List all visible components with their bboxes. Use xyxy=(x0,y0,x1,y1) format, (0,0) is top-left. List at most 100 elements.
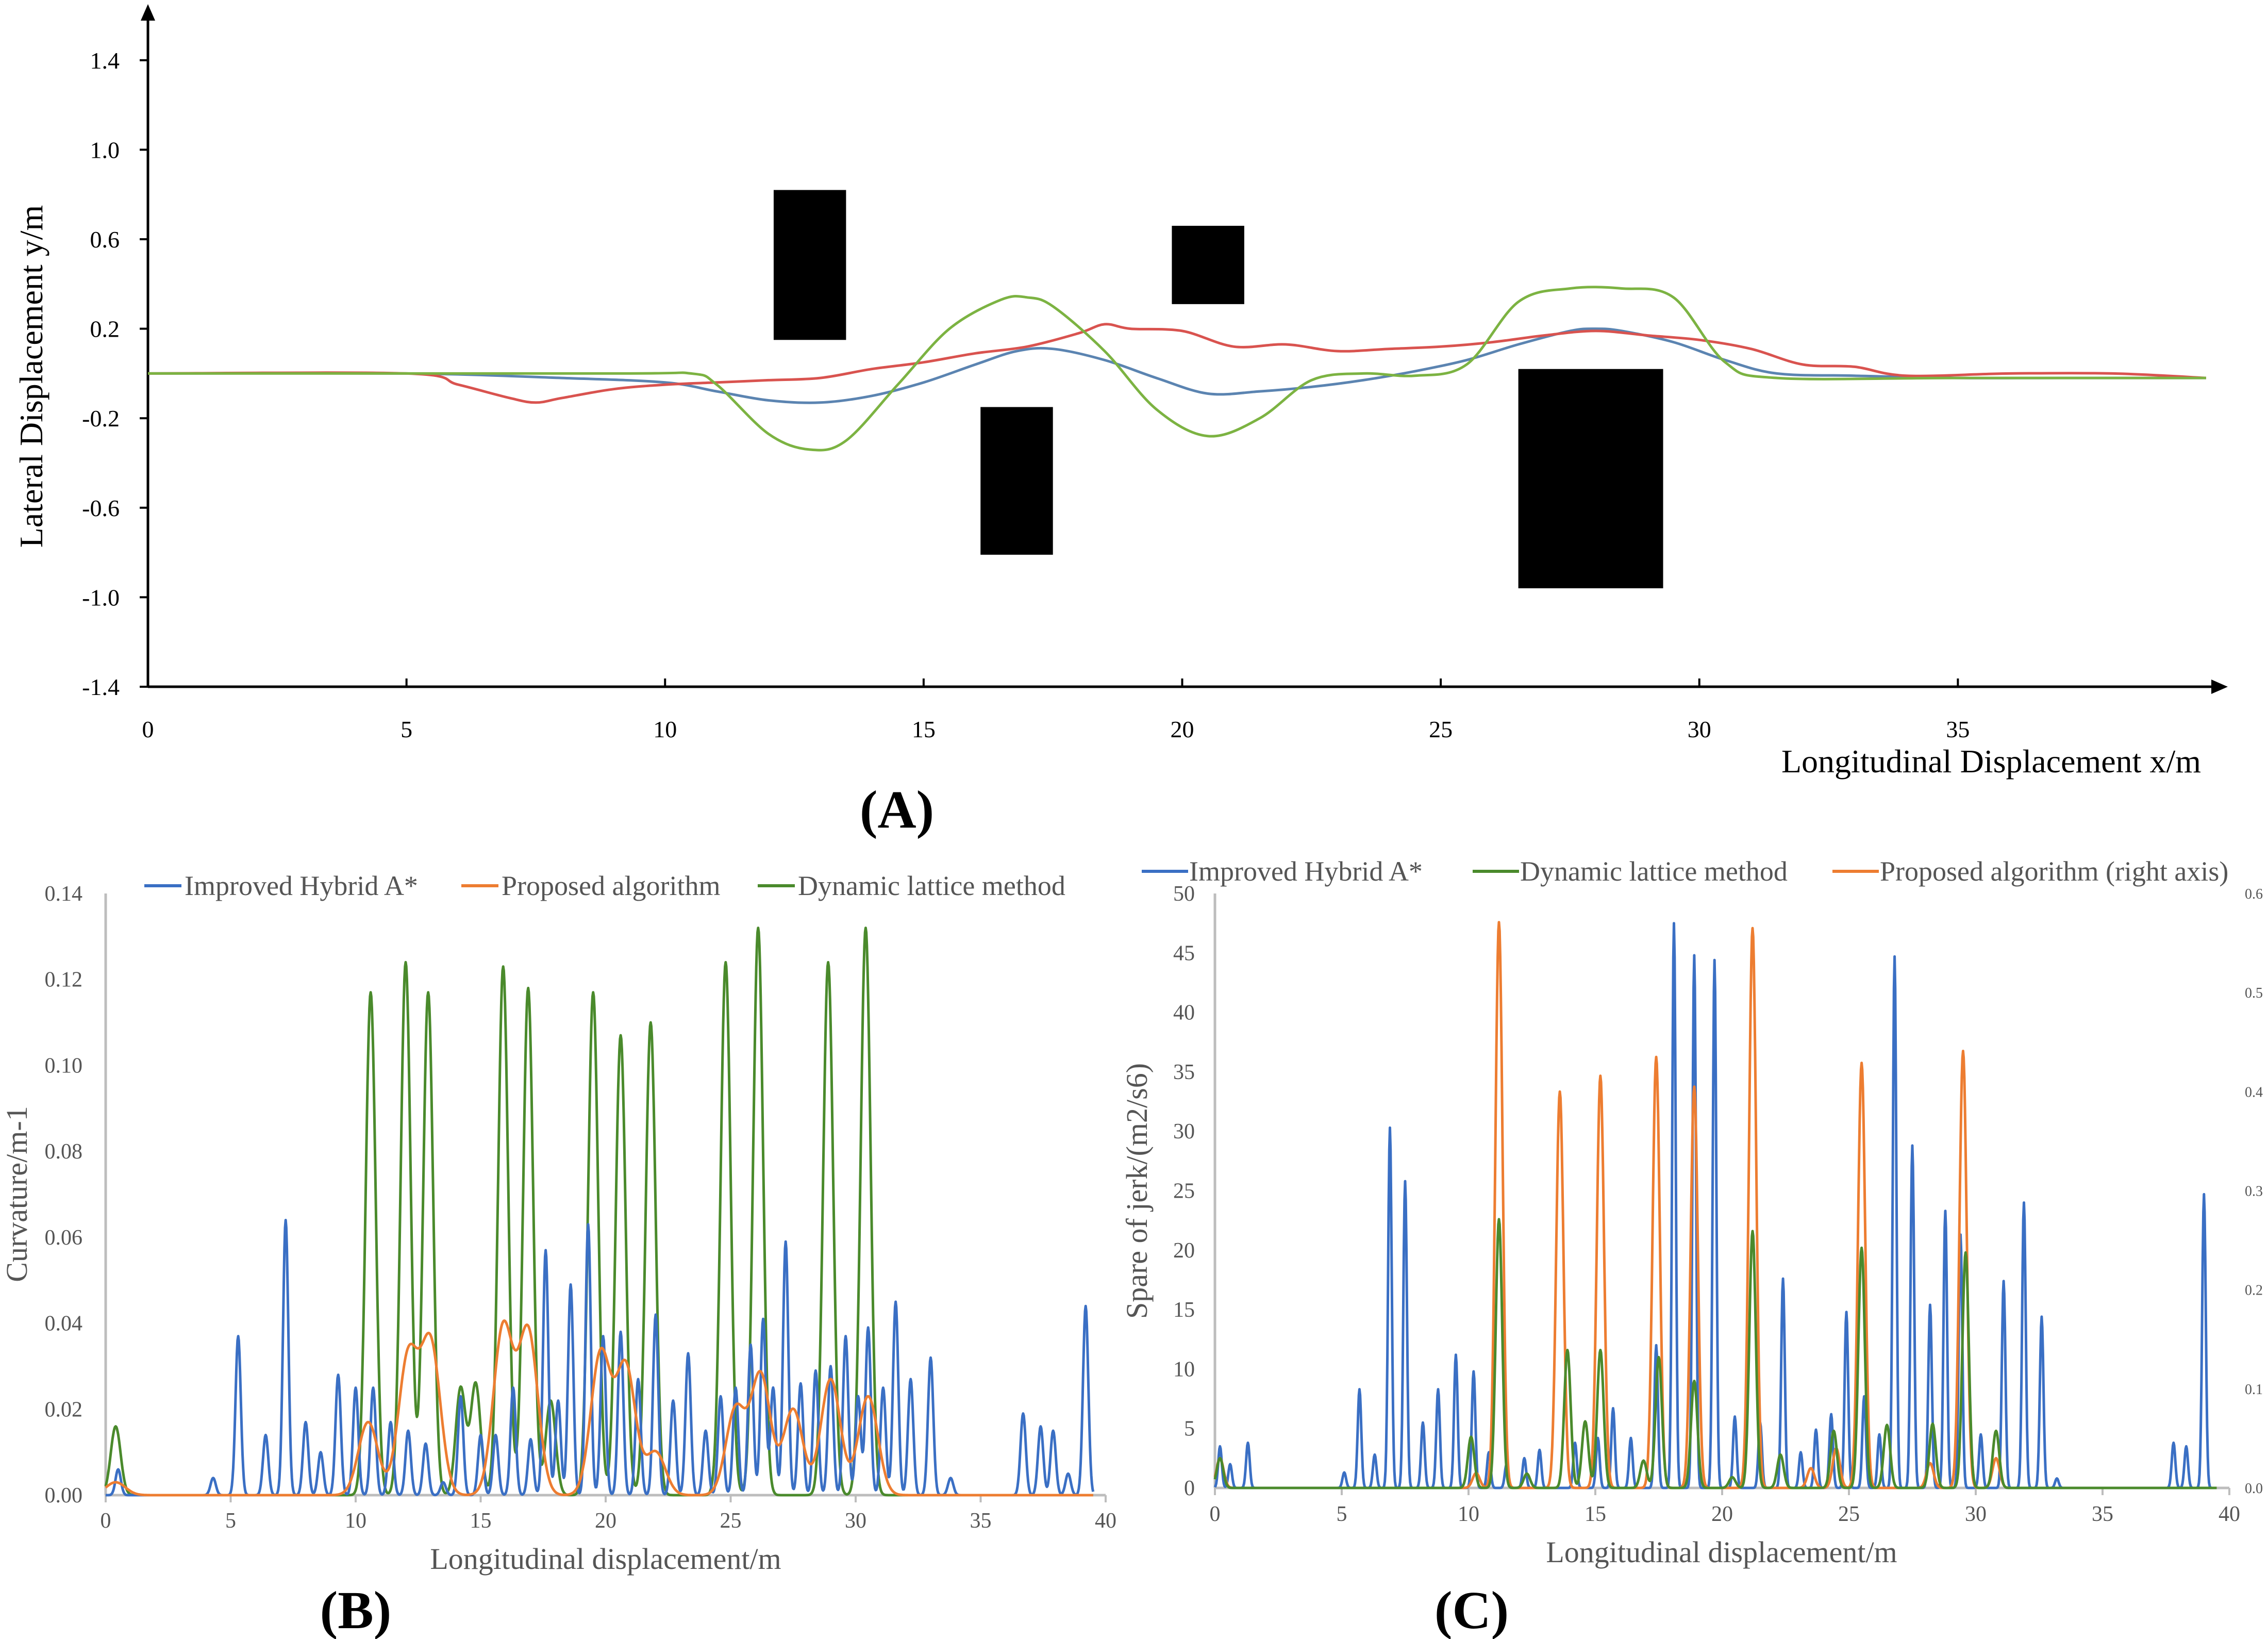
panel-b-x-tick-label: 30 xyxy=(845,1509,866,1533)
panel-c-right-y-tick-label: 0.6 xyxy=(2245,886,2263,902)
obstacle-block xyxy=(1172,225,1244,304)
panel-a-x-tick-label: 35 xyxy=(1946,716,1970,742)
panel-c-line-improved-hybrid-a xyxy=(1213,922,2217,1489)
panel-c-label: (C) xyxy=(1435,1581,1509,1639)
panel-b-y-axis-label: Curvature/m-1 xyxy=(0,1106,34,1282)
panel-a-x-tick-label: 5 xyxy=(401,716,412,742)
panel-c-x-tick-label: 15 xyxy=(1585,1502,1606,1526)
panel-a-y-tick-label: 1.4 xyxy=(90,47,120,74)
panel-b-x-axis-label: Longitudinal displacement/m xyxy=(430,1542,781,1576)
panel-b-y-tick-label: 0.02 xyxy=(45,1398,83,1421)
panel-c-legend-item: Proposed algorithm (right axis) xyxy=(1880,856,2228,887)
panel-b-line-improved-hybrid-a xyxy=(105,1219,1095,1497)
panel-b-y-tick-label: 0.04 xyxy=(45,1312,83,1336)
panel-a-y-axis-arrow xyxy=(141,4,155,21)
panel-c-x-tick-label: 5 xyxy=(1337,1502,1347,1526)
panel-a-line-improved-hybrid-a xyxy=(147,327,2206,404)
panel-b-y-ticks: 0.00 0.02 0.04 0.06 0.08 0.10 0.12 0.14 xyxy=(45,882,83,1508)
panel-a-trajectory-chart: -1.4 -1.0 -0.6 -0.2 0.2 0.6 1.0 1.4 0 5 10 15 20 25 3… xyxy=(13,4,2228,839)
panel-c-x-axis-label: Longitudinal displacement/m xyxy=(1546,1535,1897,1569)
panel-a-y-tick-label: 0.6 xyxy=(90,226,120,253)
panel-b-curvature-chart: 0.00 0.02 0.04 0.06 0.08 0.10 0.12 0.14 0 5 10 15 2… xyxy=(0,870,1116,1639)
panel-c-line-dynamic-lattice-method xyxy=(1213,1218,2217,1489)
panel-c-x-tick-label: 25 xyxy=(1838,1502,1860,1526)
panel-a-line-dynamic-lattice-method xyxy=(147,286,2206,452)
panel-b-y-tick-label: 0.06 xyxy=(45,1226,83,1250)
panel-b-x-tick-label: 0 xyxy=(101,1509,111,1533)
panel-c-y-ticks: 0 5 10 15 20 25 30 35 40 45 50 xyxy=(1173,882,1195,1500)
panel-c-y-tick-label: 20 xyxy=(1173,1239,1195,1263)
panel-a-y-tick-label: -0.2 xyxy=(82,405,120,432)
panel-c-y-tick-label: 35 xyxy=(1173,1061,1195,1084)
obstacle-block xyxy=(980,407,1053,555)
panel-c-y-tick-label: 15 xyxy=(1173,1298,1195,1322)
panel-a-line-proposed-algorithm xyxy=(147,323,2207,404)
panel-b-line-proposed-algorithm xyxy=(105,1319,1094,1497)
obstacle-block xyxy=(1518,369,1663,589)
panel-c-series xyxy=(1213,921,2217,1489)
panel-c-y-tick-label: 30 xyxy=(1173,1120,1195,1144)
panel-a-x-axis-label: Longitudinal Displacement x/m xyxy=(1781,743,2201,780)
panel-a-x-axis-arrow xyxy=(2211,680,2228,694)
panel-c-y-tick-label: 10 xyxy=(1173,1357,1195,1381)
panel-b-label: (B) xyxy=(320,1581,392,1639)
panel-b-legend-item: Proposed algorithm xyxy=(502,870,720,901)
panel-a-y-ticks: -1.4 -1.0 -0.6 -0.2 0.2 0.6 1.0 1.4 xyxy=(82,47,148,700)
panel-a-label: (A) xyxy=(860,780,934,839)
panel-b-legend-item: Improved Hybrid A* xyxy=(185,870,418,901)
panel-b-x-tick-label: 40 xyxy=(1095,1509,1116,1533)
panel-c-y-tick-label: 0 xyxy=(1184,1477,1195,1500)
panel-b-legend: Improved Hybrid A* Proposed algorithm Dyna… xyxy=(144,870,1065,901)
panel-c-y-tick-label: 45 xyxy=(1173,941,1195,965)
panel-a-y-tick-label: 0.2 xyxy=(90,316,120,342)
panel-c-y-tick-label: 40 xyxy=(1173,1001,1195,1025)
panel-c-right-y-tick-label: 0.5 xyxy=(2245,985,2263,1001)
panel-a-obstacles xyxy=(773,190,1663,589)
panel-c-legend-item: Dynamic lattice method xyxy=(1520,856,1788,887)
panel-c-right-y-ticks: 0.0 0.1 0.2 0.3 0.4 0.5 0.6 xyxy=(2245,886,2263,1497)
panel-a-y-tick-label: -1.0 xyxy=(82,584,120,610)
panel-c-y-tick-label: 50 xyxy=(1173,882,1195,906)
panel-b-x-ticks: 0 5 10 15 20 25 30 35 40 xyxy=(101,1495,1116,1533)
panel-c-x-ticks: 0 5 10 15 20 25 30 35 40 xyxy=(1210,1488,2240,1526)
panel-b-y-tick-label: 0.14 xyxy=(45,882,83,906)
panel-c-right-y-tick-label: 0.1 xyxy=(2245,1382,2263,1398)
panel-a-x-tick-label: 20 xyxy=(1171,716,1194,742)
panel-a-y-tick-label: -1.4 xyxy=(82,674,120,700)
panel-b-x-tick-label: 25 xyxy=(720,1509,742,1533)
panel-b-x-tick-label: 5 xyxy=(225,1509,236,1533)
panel-a-y-axis-label: Lateral Displacement y/m xyxy=(13,205,49,548)
panel-b-y-tick-label: 0.12 xyxy=(45,968,83,992)
panel-a-x-tick-label: 30 xyxy=(1688,716,1711,742)
panel-c-right-y-tick-label: 0.3 xyxy=(2245,1184,2263,1200)
panel-b-y-tick-label: 0.10 xyxy=(45,1054,83,1078)
panel-b-y-tick-label: 0.08 xyxy=(45,1140,83,1164)
panel-a-x-tick-label: 10 xyxy=(653,716,677,742)
panel-c-y-tick-label: 5 xyxy=(1184,1417,1195,1441)
panel-a-series xyxy=(147,286,2207,452)
panel-c-y-tick-label: 25 xyxy=(1173,1180,1195,1203)
panel-b-x-tick-label: 10 xyxy=(345,1509,366,1533)
panel-b-series xyxy=(104,926,1095,1497)
panel-c-x-tick-label: 35 xyxy=(2092,1502,2113,1526)
panel-c-right-y-tick-label: 0.2 xyxy=(2245,1283,2263,1299)
panel-c-x-tick-label: 40 xyxy=(2219,1502,2240,1526)
panel-a-x-tick-label: 15 xyxy=(912,716,936,742)
obstacle-block xyxy=(773,190,846,340)
panel-b-x-tick-label: 15 xyxy=(470,1509,492,1533)
panel-c-x-tick-label: 10 xyxy=(1458,1502,1479,1526)
panel-c-right-y-tick-label: 0.0 xyxy=(2245,1481,2263,1497)
panel-c-legend-item: Improved Hybrid A* xyxy=(1189,856,1423,887)
panel-a-x-tick-label: 0 xyxy=(142,716,154,742)
panel-b-y-tick-label: 0.00 xyxy=(45,1484,83,1508)
panel-b-legend-item: Dynamic lattice method xyxy=(798,870,1065,901)
panel-c-right-y-tick-label: 0.4 xyxy=(2245,1084,2263,1100)
panel-c-x-tick-label: 0 xyxy=(1210,1502,1221,1526)
panel-a-y-tick-label: -0.6 xyxy=(82,495,120,521)
panel-a-x-tick-label: 25 xyxy=(1429,716,1453,742)
panel-c-x-tick-label: 20 xyxy=(1711,1502,1733,1526)
panel-a-x-ticks: 0 5 10 15 20 25 30 35 xyxy=(142,678,1970,742)
panel-b-x-tick-label: 20 xyxy=(595,1509,616,1533)
